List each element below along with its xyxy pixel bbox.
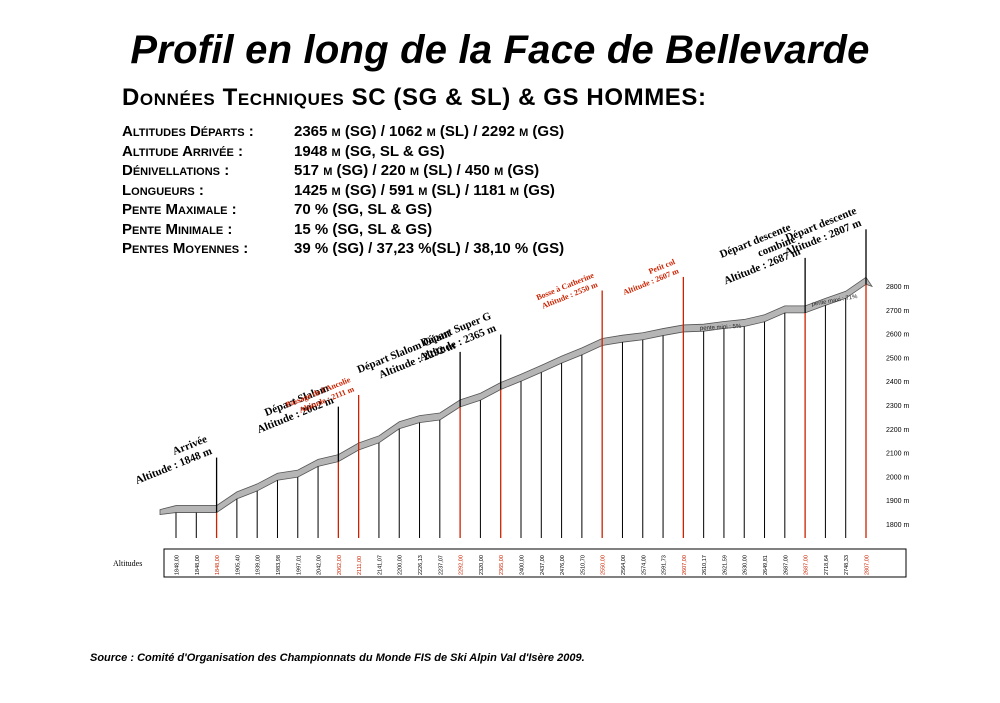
slope-note-min: pente mini : 5% <box>700 324 742 332</box>
spec-row: Altitude Arrivée : 1948 m (SG, SL & GS) <box>122 142 564 162</box>
source-note: Source : Comité d'Organisation des Champ… <box>90 652 585 664</box>
spec-row: Pente Minimale : 15 % (SG, SL & GS) <box>122 220 564 240</box>
spec-value: 1425 m (SG) / 591 m (SL) / 1181 m (GS) <box>294 181 555 199</box>
spec-label: Longueurs : <box>122 181 204 199</box>
y-tick-label: 2100 m <box>886 451 910 458</box>
spec-label: Altitudes Départs : <box>122 123 254 140</box>
y-tick-label: 2000 m <box>886 474 910 481</box>
station-altitude-label: 1848,00 <box>215 555 221 575</box>
station-altitude-label: 2564,00 <box>621 555 627 575</box>
station-altitude-label: 1983,98 <box>276 555 282 575</box>
y-tick-label: 2500 m <box>886 355 910 362</box>
spec-row: Pente Maximale : 70 % (SG, SL & GS) <box>122 200 564 220</box>
station-altitude-label: 2042,00 <box>317 555 323 575</box>
station-altitude-label: 2621,59 <box>722 555 728 575</box>
station-altitude-label: 2400,00 <box>520 555 526 575</box>
station-altitude-label: 1848,00 <box>195 555 201 575</box>
station-altitude-label: 1997,01 <box>296 555 302 575</box>
station-altitude-label: 2807,00 <box>865 555 871 575</box>
y-tick-label: 2200 m <box>886 427 910 434</box>
spec-value: 39 % (SG) / 37,23 %(SL) / 38,10 % (GS) <box>294 240 565 257</box>
station-altitude-label: 2062,00 <box>337 555 343 575</box>
spec-value: 2365 m (SG) / 1062 m (SL) / 2292 m (GS) <box>294 123 565 140</box>
spec-label: Dénivellations : <box>122 162 230 179</box>
y-tick-label: 1800 m <box>886 522 910 529</box>
y-tick-label: 2700 m <box>886 308 910 315</box>
station-altitude-label: 2718,64 <box>824 555 830 575</box>
station-altitude-label: 2200,00 <box>398 555 404 575</box>
station-altitude-label: 1939,00 <box>256 555 262 575</box>
terrain-band <box>159 276 873 516</box>
spec-value: 1948 m (SG, SL & GS) <box>294 142 445 160</box>
station-altitude-label: 2320,00 <box>479 555 485 575</box>
spec-row: Longueurs : 1425 m (SG) / 591 m (SL) / 11… <box>122 181 564 201</box>
station-altitude-label: 2610,17 <box>702 555 708 575</box>
station-altitude-label: 2630,00 <box>743 555 749 575</box>
station-altitude-label: 2226,13 <box>418 555 424 575</box>
station-altitude-label: 2649,81 <box>763 555 769 575</box>
section-subtitle: Données Techniques SC (SG & SL) & GS HOM… <box>122 84 707 111</box>
station-altitude-label: 2111,00 <box>357 556 363 575</box>
station-altitude-label: 2365,00 <box>499 555 505 575</box>
station-altitude-label: 2141,07 <box>377 555 383 575</box>
station-altitude-label: 2748,33 <box>844 555 850 575</box>
station-altitude-label: 2687,00 <box>783 555 789 575</box>
spec-label: Pentes Moyennes : <box>122 240 249 257</box>
y-tick-label: 2600 m <box>886 332 910 339</box>
y-tick-label: 2400 m <box>886 379 910 386</box>
station-altitude-label: 1848,00 <box>175 555 181 575</box>
spec-label: Altitude Arrivée : <box>122 142 244 160</box>
page-title: Profil en long de la Face de Bellevarde <box>130 28 870 72</box>
spec-row: Dénivellations : 517 m (SG) / 220 m (SL) … <box>122 161 564 181</box>
station-altitude-label: 2237,07 <box>438 555 444 575</box>
y-tick-label: 1900 m <box>886 498 910 505</box>
spec-value: 15 % (SG, SL & GS) <box>294 220 433 238</box>
station-altitude-label: 2687,00 <box>804 555 810 575</box>
y-tick-label: 2300 m <box>886 403 910 410</box>
technical-specs: Altitudes Départs : 2365 m (SG) / 1062 m … <box>122 122 564 259</box>
spec-label: Pente Maximale : <box>122 201 237 218</box>
spec-label: Pente Minimale : <box>122 220 233 238</box>
station-altitude-label: 2574,00 <box>641 555 647 575</box>
station-altitude-label: 2607,00 <box>682 555 688 575</box>
altitudes-row <box>163 548 907 578</box>
station-altitude-label: 2591,73 <box>662 555 668 575</box>
spec-value: 70 % (SG, SL & GS) <box>294 201 433 218</box>
station-altitude-label: 1905,40 <box>235 555 241 575</box>
station-altitude-label: 2292,00 <box>459 555 465 575</box>
station-altitude-label: 2437,00 <box>540 555 546 575</box>
y-tick-label: 2800 m <box>886 284 910 291</box>
altitudes-row-label: Altitudes <box>113 559 142 568</box>
spec-row: Pentes Moyennes : 39 % (SG) / 37,23 %(SL)… <box>122 239 564 259</box>
spec-value: 517 m (SG) / 220 m (SL) / 450 m (GS) <box>294 162 540 179</box>
spec-row: Altitudes Départs : 2365 m (SG) / 1062 m … <box>122 122 564 142</box>
station-altitude-label: 2510,70 <box>580 555 586 575</box>
station-altitude-label: 2476,00 <box>560 555 566 575</box>
station-altitude-label: 2550,00 <box>601 555 607 575</box>
